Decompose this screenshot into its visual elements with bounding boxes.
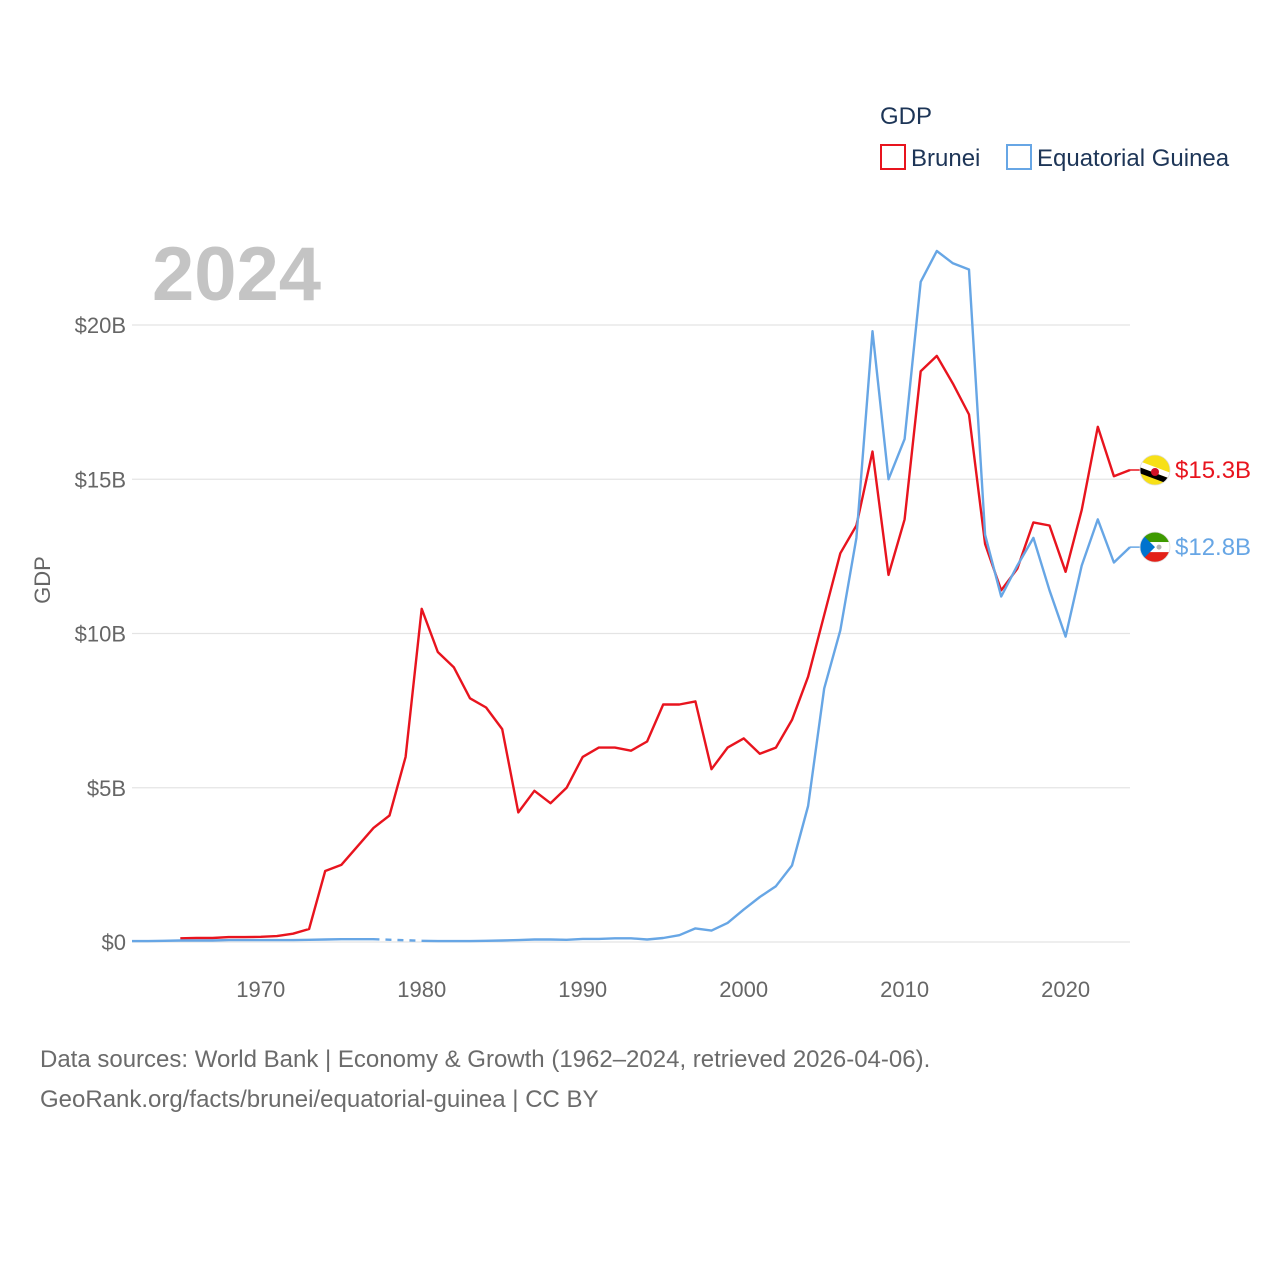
x-tick-label: 1980 xyxy=(397,977,446,1002)
end-value-label: $12.8B xyxy=(1175,534,1251,561)
legend-label-brunei[interactable]: Brunei xyxy=(911,145,980,172)
brunei-flag-icon xyxy=(1139,454,1171,486)
series-gap-dashed-line xyxy=(373,938,422,942)
x-tick-label: 1970 xyxy=(236,977,285,1002)
equatorial-guinea-flag-icon xyxy=(1139,531,1171,563)
gdp-line-chart: $0 $5B $10B $15B $20B 1970 1980 1990 2000 2010 20… xyxy=(30,103,1251,1002)
current-year-label: 2024 xyxy=(152,232,321,317)
source-line-1: Data sources: World Bank | Economy & Gro… xyxy=(40,1046,931,1073)
legend-title: GDP xyxy=(880,103,932,130)
y-tick-label: $20B xyxy=(75,313,126,338)
x-tick-label: 1990 xyxy=(558,977,607,1002)
legend-swatch-brunei[interactable] xyxy=(880,144,906,170)
x-tick-label: 2020 xyxy=(1041,977,1090,1002)
legend-swatch-equatorial-guinea[interactable] xyxy=(1006,144,1032,170)
y-tick-label: $15B xyxy=(75,467,126,492)
x-axis-tick-labels: 1970 1980 1990 2000 2010 2020 xyxy=(236,977,1090,1002)
series-line-brunei[interactable] xyxy=(180,354,1131,940)
end-value-label: $15.3B xyxy=(1175,457,1251,484)
y-tick-label: $5B xyxy=(87,776,126,801)
series-lines xyxy=(132,249,1131,943)
y-tick-label: $0 xyxy=(102,930,126,955)
series-line-equatorial-guinea[interactable] xyxy=(132,249,1131,943)
source-line-2[interactable]: GeoRank.org/facts/brunei/equatorial-guin… xyxy=(40,1086,599,1113)
y-tick-label: $10B xyxy=(75,622,126,647)
series-end-labels: $15.3B $12.8B xyxy=(1130,454,1251,563)
y-axis-title: GDP xyxy=(30,556,55,604)
source-note: Data sources: World Bank | Economy & Gro… xyxy=(40,1040,930,1120)
grid-lines xyxy=(132,324,1130,943)
x-tick-label: 2000 xyxy=(719,977,768,1002)
legend: GDP Brunei Equatorial Guinea xyxy=(880,103,1230,172)
x-tick-label: 2010 xyxy=(880,977,929,1002)
y-axis-tick-labels: $0 $5B $10B $15B $20B xyxy=(75,313,126,955)
legend-label-equatorial-guinea[interactable]: Equatorial Guinea xyxy=(1037,145,1230,172)
